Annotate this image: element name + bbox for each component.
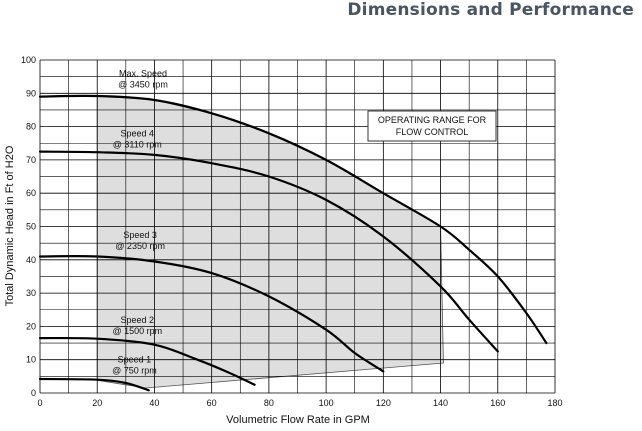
y-tick-label: 0 [31, 388, 36, 398]
y-tick-label: 90 [26, 88, 36, 98]
y-axis-label: Total Dynamic Head in Ft of H2O [4, 145, 16, 306]
x-tick-label: 180 [547, 398, 562, 408]
x-tick-label: 120 [376, 398, 391, 408]
series-line-3 [38, 255, 385, 373]
series-line-5 [38, 377, 150, 392]
y-tick-label: 80 [26, 122, 36, 132]
series-label-5-line1: Speed 1 [118, 354, 152, 364]
x-tick-label: 20 [92, 398, 102, 408]
y-tick-label: 20 [26, 321, 36, 331]
x-axis-label: Volumetric Flow Rate in GPM [226, 414, 370, 426]
series-label-3-line1: Speed 3 [123, 230, 157, 240]
x-tick-label: 140 [433, 398, 448, 408]
series-label-3-line2: @ 2350 rpm [115, 241, 165, 251]
x-tick-label: 40 [149, 398, 159, 408]
operating-range-label-line2: FLOW CONTROL [396, 127, 469, 137]
y-tick-label: 50 [26, 222, 36, 232]
x-tick-label: 60 [207, 398, 217, 408]
series-label-4-line1: Speed 2 [121, 315, 155, 325]
operating-range-box [367, 110, 497, 142]
series-label-2-line1: Speed 4 [121, 129, 155, 139]
series-label-4-line2: @ 1500 rpm [112, 326, 162, 336]
x-tick-label: 80 [264, 398, 274, 408]
y-tick-label: 100 [21, 55, 36, 65]
y-tick-label: 60 [26, 188, 36, 198]
y-tick-label: 30 [26, 288, 36, 298]
series-label-1-line2: @ 3450 rpm [118, 80, 168, 90]
series-line-4 [38, 336, 256, 386]
page-title: Dimensions and Performance [347, 0, 634, 20]
y-tick-label: 70 [26, 155, 36, 165]
x-tick-label: 0 [37, 398, 42, 408]
y-tick-label: 40 [26, 255, 36, 265]
y-tick-label: 10 [26, 355, 36, 365]
series-label-5-line2: @ 750 rpm [112, 365, 157, 375]
operating-range-label-line1: OPERATING RANGE FOR [378, 115, 487, 125]
x-tick-label: 100 [319, 398, 334, 408]
x-tick-label: 160 [490, 398, 505, 408]
series-line-2 [38, 150, 499, 353]
series-label-2-line2: @ 3110 rpm [113, 140, 162, 150]
series-label-1-line1: Max. Speed [119, 69, 167, 79]
series-line-1 [38, 94, 548, 345]
